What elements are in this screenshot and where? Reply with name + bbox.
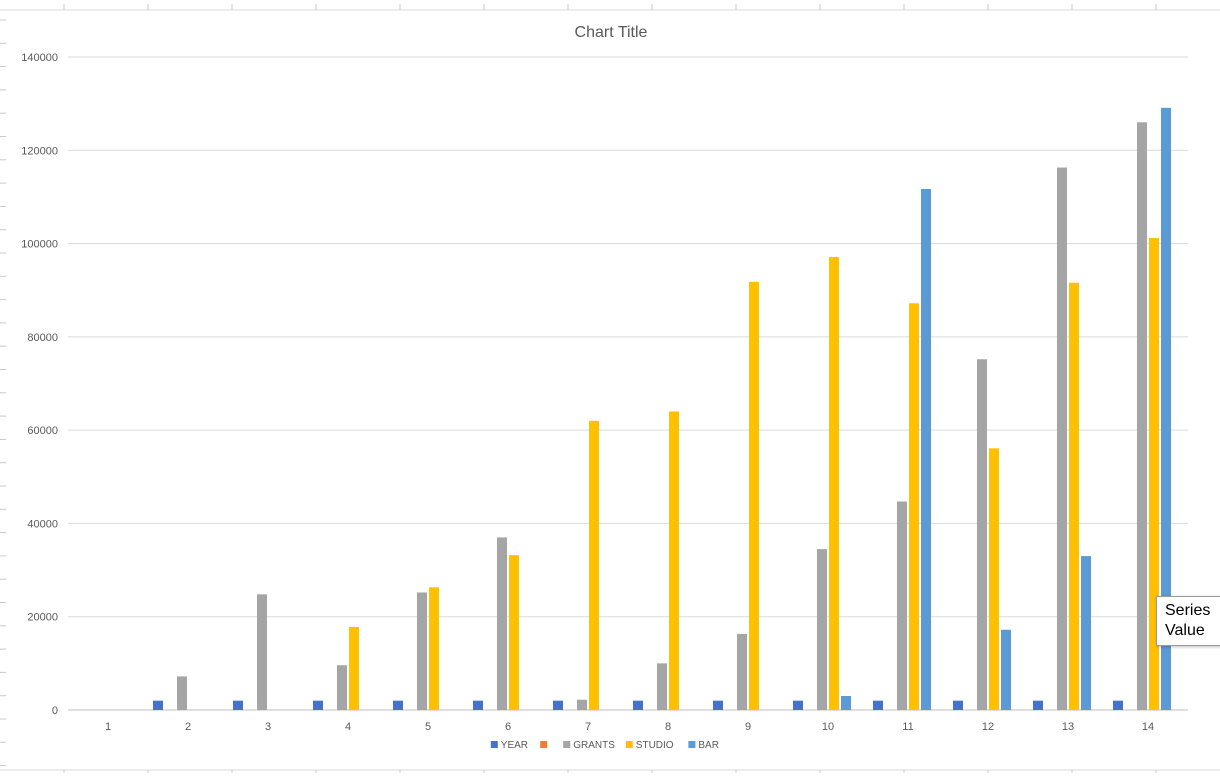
x-tick-label: 6	[505, 721, 511, 733]
bar-studio-13	[1069, 282, 1079, 710]
bar-studio-11	[909, 303, 919, 710]
bar-studio-8	[669, 411, 679, 710]
bar-grants-14	[1137, 122, 1147, 711]
bar-grants-11	[897, 501, 907, 710]
bar-year-4	[313, 700, 323, 710]
x-tick-label: 2	[185, 721, 191, 733]
x-tick-label: 5	[425, 721, 431, 733]
bar-studio-10	[829, 257, 839, 710]
y-tick-label: 20000	[27, 612, 58, 624]
y-tick-label: 100000	[21, 239, 58, 251]
bar-grants-12	[977, 359, 987, 710]
legend-swatch-grants	[563, 741, 571, 748]
bar-studio-12	[989, 448, 999, 710]
chart-title: Chart Title	[575, 24, 648, 41]
bar-bar-14	[1161, 107, 1171, 711]
bar-bar-12	[1001, 629, 1011, 710]
bar-year-3	[233, 700, 243, 710]
tooltip-line-2: Value	[1165, 622, 1205, 639]
bar-bar-13	[1081, 556, 1091, 710]
y-tick-label: 140000	[21, 52, 58, 64]
bar-grants-9	[737, 633, 747, 710]
bar-grants-5	[417, 592, 427, 710]
bar-bar-11	[921, 188, 931, 711]
bar-year-11	[873, 700, 883, 710]
x-tick-label: 8	[665, 721, 671, 733]
x-tick-label: 3	[265, 721, 271, 733]
legend-swatch-studio	[625, 741, 633, 748]
x-tick-label: 7	[585, 721, 591, 733]
bar-grants-7	[577, 699, 587, 710]
series-tooltip: Series Value	[1156, 596, 1220, 646]
x-tick-label: 14	[1142, 721, 1154, 733]
bar-year-8	[633, 700, 643, 710]
y-tick-label: 40000	[27, 518, 58, 530]
legend-label-year: YEAR	[501, 740, 528, 751]
bar-grants-8	[657, 663, 667, 710]
x-tick-label: 9	[745, 721, 751, 733]
bar-grants-2	[177, 676, 187, 710]
x-tick-label: 1	[105, 721, 111, 733]
bar-grants-6	[497, 537, 507, 710]
bar-studio-5	[429, 587, 439, 710]
bar-year-10	[793, 700, 803, 710]
bar-bar-10	[841, 696, 851, 710]
y-tick-label: 120000	[21, 145, 58, 157]
bar-year-5	[393, 700, 403, 710]
x-tick-label: 10	[822, 721, 834, 733]
bar-studio-14	[1149, 237, 1159, 710]
bar-year-13	[1033, 700, 1043, 710]
legend-label-studio: STUDIO	[636, 740, 674, 751]
bar-studio-4	[349, 626, 359, 710]
tooltip-line-1: Series	[1165, 602, 1211, 619]
x-tick-label: 12	[982, 721, 994, 733]
bar-grants-4	[337, 665, 347, 710]
y-tick-label: 60000	[27, 425, 58, 437]
y-tick-label: 80000	[27, 332, 58, 344]
legend-swatch-series-2	[540, 741, 548, 748]
bar-studio-7	[589, 420, 599, 710]
x-tick-label: 13	[1062, 721, 1074, 733]
bar-year-12	[953, 700, 963, 710]
y-tick-label: 0	[52, 705, 58, 717]
bar-year-2	[153, 700, 163, 710]
legend-label-bar: BAR	[698, 740, 719, 751]
bar-year-6	[473, 700, 483, 710]
legend-swatch-bar	[688, 741, 696, 748]
bar-studio-6	[509, 555, 519, 710]
legend-label-grants: GRANTS	[573, 740, 615, 751]
x-tick-label: 11	[902, 721, 913, 733]
legend-swatch-year	[490, 741, 498, 748]
bar-grants-10	[817, 549, 827, 710]
bar-year-9	[713, 700, 723, 710]
bar-studio-9	[749, 281, 759, 710]
bar-grants-3	[257, 594, 267, 710]
bar-grants-13	[1057, 167, 1067, 710]
bar-year-14	[1113, 700, 1123, 710]
bar-year-7	[553, 700, 563, 710]
x-tick-label: 4	[345, 721, 351, 733]
